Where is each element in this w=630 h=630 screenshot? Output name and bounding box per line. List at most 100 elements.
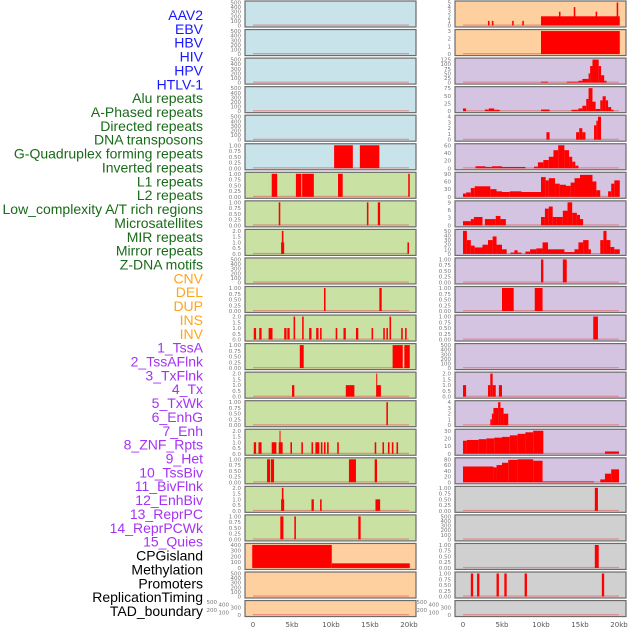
track-label: Promoters	[138, 575, 203, 591]
signal-bar	[588, 88, 593, 112]
signal-bar	[358, 516, 361, 540]
y-tick-label: 1.00	[229, 514, 242, 520]
signal-bar	[602, 96, 606, 112]
baseline	[253, 167, 409, 169]
track-label: Alu repeats	[132, 90, 203, 106]
y-tick-label: 0.75	[229, 406, 242, 412]
y-tick-label: 0	[448, 537, 452, 543]
y-tick-label: 0.00	[229, 195, 242, 201]
signal-bar	[553, 249, 565, 254]
y-tick-label: 0.75	[439, 577, 452, 583]
y-tick-label: 3	[448, 10, 452, 16]
panel-background	[244, 228, 417, 256]
signal-bar	[503, 413, 509, 426]
track-label: 8_ZNF_Rpts	[124, 437, 203, 453]
y-tick-label: 4	[448, 115, 452, 121]
signal-bar	[389, 316, 392, 340]
signal-bar	[521, 191, 541, 197]
signal-bar	[396, 442, 399, 454]
track-label: HPV	[174, 62, 203, 78]
y-tick-label: 0.0	[232, 452, 241, 458]
y-tick-label: 5	[448, 1, 452, 7]
baseline	[253, 424, 409, 426]
y-tick-label: 0	[448, 223, 452, 229]
y-tick-label: 500	[417, 600, 428, 606]
signal-bar	[474, 247, 483, 254]
track-label: Inverted repeats	[102, 159, 203, 175]
y-tick-label: 0.25	[439, 275, 452, 281]
left_panels-panel: 0.000.250.500.751.00	[229, 285, 417, 315]
signal-bar	[268, 328, 273, 340]
track-label: DNA transposons	[94, 132, 203, 148]
y-tick-label: 0	[448, 366, 452, 372]
y-tick-label: 300	[231, 124, 242, 130]
y-tick-label: 300	[231, 581, 242, 587]
y-tick-label: 500	[231, 115, 242, 121]
y-tick-label: 400	[441, 348, 452, 354]
signal-bar	[590, 66, 593, 83]
right_panels-panel: 0.00.51.01.52.0	[442, 371, 627, 401]
panel-background	[454, 599, 627, 618]
signal-bar	[401, 328, 403, 340]
y-tick-label: 400	[231, 576, 242, 582]
signal-bar	[517, 459, 534, 483]
y-tick-label: 0.50	[229, 412, 242, 418]
y-tick-label: 0.00	[439, 309, 452, 315]
panel-background	[454, 143, 627, 171]
y-tick-label: 2.0	[232, 315, 241, 321]
x-tick-label: 10kb	[322, 621, 340, 629]
y-tick-label: 2.0	[232, 229, 241, 235]
signal-bar	[555, 183, 560, 197]
signal-bar	[287, 328, 290, 340]
signal-bar	[486, 438, 495, 454]
signal-bar	[576, 214, 580, 226]
signal-bar	[366, 202, 369, 226]
signal-bar	[343, 328, 346, 340]
y-tick-label: 30	[444, 429, 451, 435]
signal-bar	[508, 459, 518, 483]
y-tick-label: 2.0	[232, 486, 241, 492]
x-tick-label: 0	[461, 621, 465, 629]
y-tick-label: 0	[448, 52, 452, 58]
left_panels-panel: 0.000.250.500.751.00	[229, 457, 417, 486]
y-tick-label: 0.00	[229, 480, 242, 486]
panel-background	[454, 343, 627, 371]
y-tick-label: 0	[448, 24, 452, 30]
y-tick-label: 500	[231, 86, 242, 92]
y-tick-label: 400	[441, 519, 452, 525]
signal-bar	[375, 499, 381, 511]
y-tick-label: 10	[444, 444, 451, 450]
signal-bar	[537, 162, 544, 169]
panel-background	[244, 400, 417, 428]
signal-bar	[493, 467, 497, 483]
y-tick-label: 0	[238, 24, 242, 30]
signal-bar	[473, 216, 483, 226]
y-tick-label: 1.00	[229, 200, 242, 206]
signal-bar	[569, 156, 573, 169]
signal-bar	[320, 328, 322, 340]
left_panels-panel: 0.000.250.500.751.00	[229, 200, 417, 229]
y-tick-label: 1.00	[439, 543, 452, 549]
signal-bar	[466, 439, 479, 454]
signal-bar	[495, 215, 501, 226]
track-label: Mirror repeats	[116, 243, 203, 259]
y-tick-label: 0.25	[229, 218, 242, 224]
signal-bar	[279, 430, 281, 454]
signal-bar	[500, 219, 506, 226]
y-tick-label: 0.50	[229, 212, 242, 218]
track-label: 15_Quies	[143, 534, 203, 550]
y-tick-label: 3	[448, 120, 452, 126]
x-tick-label: 0	[251, 621, 255, 629]
y-tick-label: 0.25	[229, 532, 242, 538]
signal-bar	[533, 166, 538, 169]
signal-bar	[463, 466, 494, 483]
signal-bar	[562, 210, 568, 226]
y-tick-label: 0.25	[439, 589, 452, 595]
signal-bar	[580, 174, 593, 197]
track-label: 9_Het	[166, 451, 203, 467]
